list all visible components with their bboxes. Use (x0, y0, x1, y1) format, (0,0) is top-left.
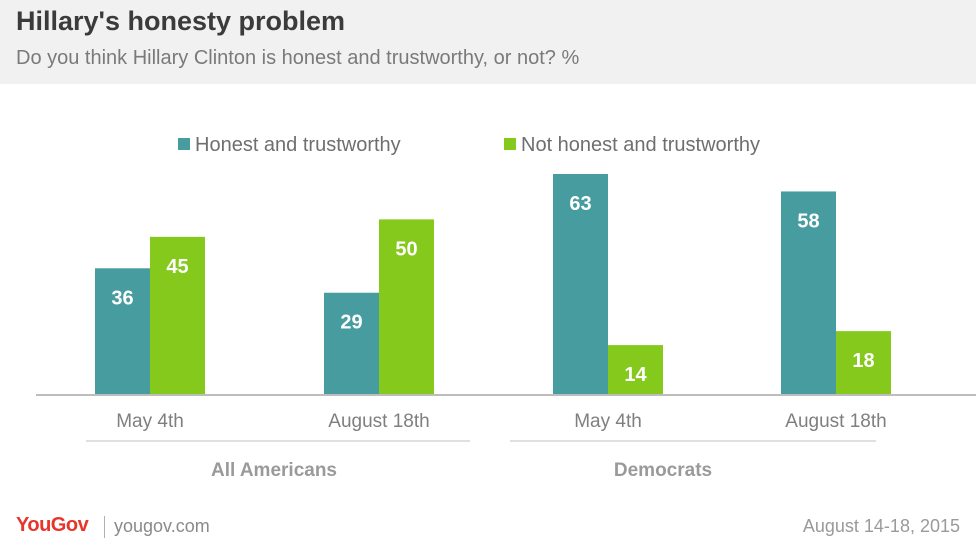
value-label-not-honest-4: 18 (852, 350, 874, 372)
bar-chart: Honest and trustworthy Not honest and tru… (36, 134, 976, 481)
bar-not-honest-4 (836, 331, 891, 394)
category-label-3: May 4th (574, 411, 642, 432)
value-label-honest-4: 58 (797, 210, 819, 232)
footer-site-link[interactable]: yougov.com (114, 516, 210, 536)
header-band: Hillary's honesty problem Do you think H… (0, 0, 976, 84)
value-label-honest-2: 29 (340, 312, 362, 334)
category-label-4: August 18th (785, 411, 886, 432)
value-label-not-honest-3: 14 (624, 364, 647, 386)
bar-not-honest-2 (379, 219, 434, 394)
bar-honest-1 (95, 268, 150, 394)
legend-label-1: Honest and trustworthy (195, 134, 401, 156)
bar-honest-3 (553, 174, 608, 394)
footer-divider (104, 516, 105, 538)
chart-subtitle: Do you think Hillary Clinton is honest a… (16, 47, 580, 69)
category-label-2: August 18th (328, 411, 429, 432)
yougov-logo: YouGov (16, 514, 89, 536)
bar-not-honest-1 (150, 236, 205, 394)
value-label-not-honest-2: 50 (395, 238, 417, 260)
legend-label-2: Not honest and trustworthy (521, 134, 760, 156)
value-label-honest-3: 63 (569, 193, 591, 215)
bar-honest-2 (324, 292, 379, 394)
footer-date: August 14-18, 2015 (802, 516, 960, 536)
value-label-not-honest-1: 45 (166, 256, 188, 278)
bar-honest-4 (781, 191, 836, 394)
value-label-honest-1: 36 (111, 287, 133, 309)
legend-swatch-2 (504, 138, 516, 150)
legend-swatch-1 (178, 138, 190, 150)
category-label-1: May 4th (116, 411, 184, 432)
group-label-1: All Americans (211, 460, 337, 481)
chart-title: Hillary's honesty problem (16, 6, 346, 36)
bar-not-honest-3 (608, 345, 663, 394)
group-label-2: Democrats (614, 460, 712, 481)
